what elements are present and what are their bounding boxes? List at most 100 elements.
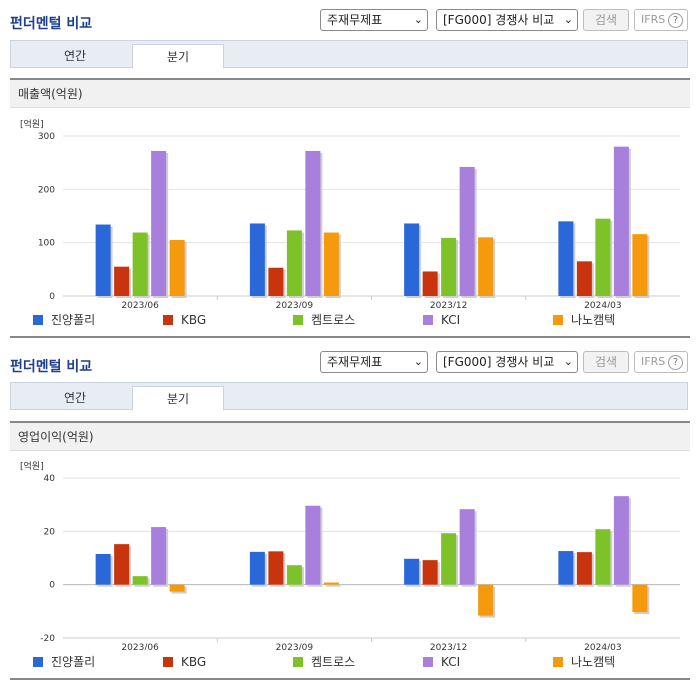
bar[interactable] xyxy=(478,237,494,296)
search-button[interactable]: 검색 xyxy=(583,351,629,373)
bar[interactable] xyxy=(323,232,339,296)
tab-annual[interactable]: 연간 xyxy=(63,49,87,63)
operating-income-bar-chart: -20 0 20 40 2023/06 2023/09 2023/12 2024/03 xyxy=(40,474,680,650)
statement-select[interactable]: 주재무제표 ⌄ xyxy=(320,9,428,31)
tab-quarterly[interactable]: 분기 xyxy=(132,44,224,69)
bar[interactable] xyxy=(114,266,130,296)
ifrs-button[interactable]: IFRS ? xyxy=(634,351,688,373)
legend-item[interactable]: 나노캠텍 xyxy=(553,655,615,669)
legend-item[interactable]: 켐트로스 xyxy=(293,655,355,669)
tab-annual[interactable]: 연간 xyxy=(63,391,87,405)
y-tick-label: 40 xyxy=(44,474,56,484)
bar[interactable] xyxy=(459,166,475,296)
legend-item[interactable]: 진양폴리 xyxy=(33,313,95,327)
legend-item[interactable]: KCI xyxy=(423,313,460,327)
bar[interactable] xyxy=(95,224,111,296)
bar[interactable] xyxy=(632,234,648,296)
chart-subtitle: 영업이익(억원) xyxy=(10,421,690,451)
legend-swatch xyxy=(553,657,563,667)
bar[interactable] xyxy=(558,221,574,296)
bar[interactable] xyxy=(249,223,265,296)
x-tick-label: 2023/06 xyxy=(121,301,159,308)
comparison-select[interactable]: [FG000] 경쟁사 비교 ⌄ xyxy=(436,351,578,373)
bar[interactable] xyxy=(286,565,302,585)
search-button[interactable]: 검색 xyxy=(583,9,629,31)
x-tick-label: 2024/03 xyxy=(584,643,621,650)
bar[interactable] xyxy=(114,544,130,585)
x-tick-label: 2023/12 xyxy=(430,643,467,650)
legend-item[interactable]: 켐트로스 xyxy=(293,313,355,327)
bar[interactable] xyxy=(459,509,475,585)
comparison-select[interactable]: [FG000] 경쟁사 비교 ⌄ xyxy=(436,9,578,31)
section-divider xyxy=(10,336,690,338)
legend-item[interactable]: KBG xyxy=(163,313,206,327)
bar[interactable] xyxy=(95,554,111,585)
bar[interactable] xyxy=(132,232,148,296)
help-icon[interactable]: ? xyxy=(668,13,683,28)
bar[interactable] xyxy=(268,551,284,585)
bar[interactable] xyxy=(595,529,611,585)
legend-label: 진양폴리 xyxy=(51,655,96,669)
y-axis-unit: [억원] xyxy=(20,462,44,472)
legend-swatch xyxy=(163,657,173,667)
bar[interactable] xyxy=(169,240,185,296)
bar[interactable] xyxy=(576,261,592,296)
section-divider xyxy=(10,678,690,680)
y-tick-label: 300 xyxy=(38,132,55,142)
legend-item[interactable]: 진양폴리 xyxy=(33,655,95,669)
x-tick-label: 2024/03 xyxy=(584,301,621,308)
ifrs-label: IFRS xyxy=(641,355,666,368)
bar[interactable] xyxy=(441,237,457,296)
chart-subtitle: 매출액(억원) xyxy=(10,78,690,108)
x-tick-label: 2023/09 xyxy=(276,643,314,650)
bar[interactable] xyxy=(268,267,284,296)
legend-label: KCI xyxy=(441,313,461,327)
bar[interactable] xyxy=(323,582,339,585)
legend-label: 나노캠텍 xyxy=(571,655,616,669)
bar[interactable] xyxy=(422,271,438,296)
ifrs-button[interactable]: IFRS ? xyxy=(634,9,688,31)
statement-select-value: 주재무제표 xyxy=(327,355,383,369)
bar[interactable] xyxy=(151,527,167,585)
bar[interactable] xyxy=(286,230,302,296)
legend-label: KBG xyxy=(181,655,207,669)
legend-item[interactable]: KBG xyxy=(163,655,206,669)
bar[interactable] xyxy=(595,218,611,296)
y-tick-label: 0 xyxy=(49,581,55,591)
chevron-down-icon: ⌄ xyxy=(413,13,423,26)
legend-item[interactable]: 나노캠텍 xyxy=(553,313,615,327)
legend-swatch xyxy=(33,315,43,325)
bar[interactable] xyxy=(422,560,438,585)
bar[interactable] xyxy=(441,533,457,585)
chevron-down-icon: ⌄ xyxy=(563,13,573,26)
legend-swatch xyxy=(423,315,433,325)
legend-label: 켐트로스 xyxy=(311,313,356,327)
bar[interactable] xyxy=(305,150,321,296)
bar[interactable] xyxy=(404,558,420,585)
statement-select-value: 주재무제표 xyxy=(327,13,383,27)
x-tick-label: 2023/06 xyxy=(121,643,159,650)
panel-title: 펀더멘털 비교 xyxy=(10,359,93,375)
legend-item[interactable]: KCI xyxy=(423,655,460,669)
y-tick-label: 200 xyxy=(38,185,55,195)
bar[interactable] xyxy=(613,146,629,296)
legend-label: KCI xyxy=(441,655,461,669)
bar[interactable] xyxy=(305,505,321,585)
chart-legend: 진양폴리 KBG 켐트로스 KCI 나노캠텍 xyxy=(0,655,696,671)
statement-select[interactable]: 주재무제표 ⌄ xyxy=(320,351,428,373)
bar[interactable] xyxy=(404,223,420,296)
bar[interactable] xyxy=(558,551,574,585)
period-tabs: 연간 분기 xyxy=(10,40,688,69)
bar[interactable] xyxy=(632,584,648,613)
bar[interactable] xyxy=(132,576,148,585)
bar[interactable] xyxy=(478,584,494,616)
bar[interactable] xyxy=(151,150,167,296)
tab-quarterly[interactable]: 분기 xyxy=(132,386,224,411)
chart-legend: 진양폴리 KBG 켐트로스 KCI 나노캠텍 xyxy=(0,313,696,329)
bar[interactable] xyxy=(169,584,185,592)
y-axis-unit: [억원] xyxy=(20,120,44,130)
bar[interactable] xyxy=(576,552,592,585)
bar[interactable] xyxy=(613,496,629,585)
help-icon[interactable]: ? xyxy=(668,355,683,370)
bar[interactable] xyxy=(249,551,265,585)
